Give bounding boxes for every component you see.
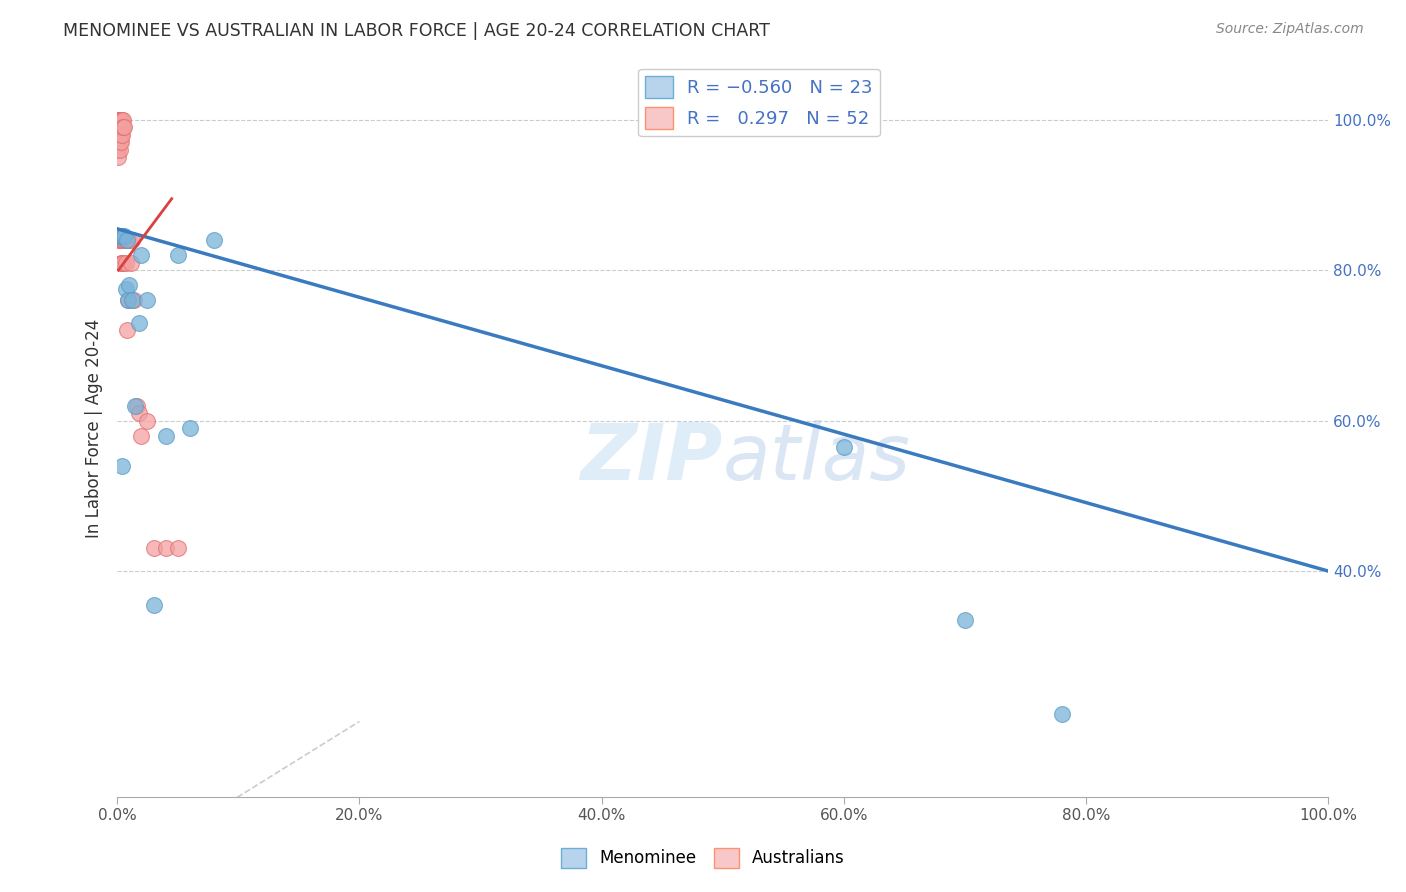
Point <box>114 229 136 244</box>
Point <box>110 233 132 247</box>
Legend: Menominee, Australians: Menominee, Australians <box>555 841 851 875</box>
Point <box>112 112 135 127</box>
Text: ZIP: ZIP <box>581 419 723 496</box>
Point <box>111 458 134 473</box>
Point <box>155 428 177 442</box>
Point <box>1050 706 1073 721</box>
Point <box>142 541 165 556</box>
Point <box>110 120 132 135</box>
Point <box>108 229 131 244</box>
Point <box>108 112 131 127</box>
Point <box>107 112 129 127</box>
Point <box>114 255 136 269</box>
Point <box>112 233 135 247</box>
Point <box>953 613 976 627</box>
Point <box>155 541 177 556</box>
Point <box>108 112 131 127</box>
Point <box>108 136 131 150</box>
Text: Source: ZipAtlas.com: Source: ZipAtlas.com <box>1216 22 1364 37</box>
Point <box>110 229 132 244</box>
Point <box>136 414 159 428</box>
Point <box>107 112 129 127</box>
Point <box>111 120 134 135</box>
Point <box>107 128 129 142</box>
Point <box>107 120 129 135</box>
Point <box>107 143 129 157</box>
Point <box>111 255 134 269</box>
Point <box>108 233 131 247</box>
Point <box>114 233 136 247</box>
Point <box>114 233 136 247</box>
Point <box>128 316 150 330</box>
Point <box>112 229 135 244</box>
Point <box>166 248 188 262</box>
Point <box>110 136 132 150</box>
Point <box>108 128 131 142</box>
Point <box>131 248 153 262</box>
Point <box>117 293 139 308</box>
Point <box>122 293 145 308</box>
Point <box>115 233 138 247</box>
Point <box>107 112 129 127</box>
Point <box>111 128 134 142</box>
Point <box>107 136 129 150</box>
Point <box>110 112 132 127</box>
Point <box>120 255 142 269</box>
Point <box>121 293 143 308</box>
Point <box>108 112 131 127</box>
Point <box>110 112 132 127</box>
Point <box>111 233 134 247</box>
Point <box>107 112 129 127</box>
Point <box>125 399 148 413</box>
Point <box>136 293 159 308</box>
Point <box>108 120 131 135</box>
Legend: R = −0.560   N = 23, R =   0.297   N = 52: R = −0.560 N = 23, R = 0.297 N = 52 <box>638 69 880 136</box>
Point <box>114 120 136 135</box>
Point <box>114 282 136 296</box>
Point <box>131 428 153 442</box>
Point <box>128 406 150 420</box>
Point <box>179 421 201 435</box>
Point <box>108 143 131 157</box>
Point <box>112 255 135 269</box>
Point <box>111 112 134 127</box>
Text: MENOMINEE VS AUSTRALIAN IN LABOR FORCE | AGE 20-24 CORRELATION CHART: MENOMINEE VS AUSTRALIAN IN LABOR FORCE |… <box>63 22 770 40</box>
Point <box>115 323 138 337</box>
Point <box>202 233 225 247</box>
Point <box>121 233 143 247</box>
Point <box>142 598 165 612</box>
Point <box>107 229 129 244</box>
Point <box>166 541 188 556</box>
Point <box>107 150 129 164</box>
Text: atlas: atlas <box>723 419 911 496</box>
Point <box>118 278 141 293</box>
Point <box>110 255 132 269</box>
Point <box>832 440 855 454</box>
Point <box>118 233 141 247</box>
Point <box>107 233 129 247</box>
Point <box>115 233 138 247</box>
Point <box>117 293 139 308</box>
Point <box>112 120 135 135</box>
Point <box>110 128 132 142</box>
Y-axis label: In Labor Force | Age 20-24: In Labor Force | Age 20-24 <box>86 318 103 538</box>
Point <box>124 399 146 413</box>
